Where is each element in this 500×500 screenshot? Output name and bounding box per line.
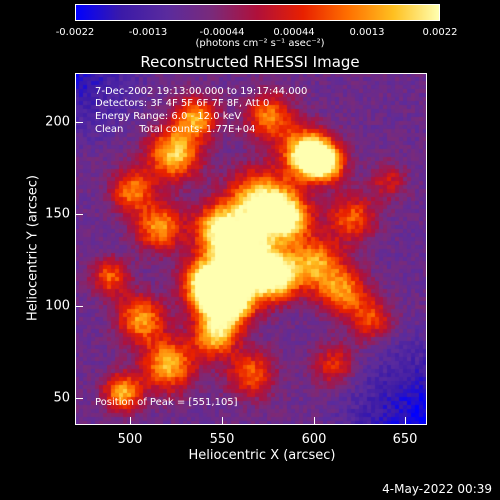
y-tick-mark <box>75 214 83 215</box>
x-tick-mark <box>222 417 223 425</box>
x-tick-label: 500 <box>117 432 143 447</box>
x-tick-mark <box>314 417 315 425</box>
colorbar <box>75 4 440 21</box>
info-detectors: Detectors: 3F 4F 5F 6F 7F 8F, Att 0 <box>95 98 270 109</box>
info-time-range: 7-Dec-2002 19:13:00.000 to 19:17:44.000 <box>95 86 308 97</box>
colorbar-tick: 0.0013 <box>349 27 385 38</box>
image-plot <box>75 73 427 425</box>
colorbar-tick: -0.0013 <box>128 27 168 38</box>
y-tick-label: 200 <box>45 114 70 130</box>
y-axis-label: Heliocentric Y (arcsec) <box>25 175 41 321</box>
info-peak-position: Position of Peak = [551,105] <box>95 397 238 408</box>
page-title: Reconstructed RHESSI Image <box>140 53 360 71</box>
y-tick-label: 150 <box>45 206 70 222</box>
render-timestamp: 4-May-2022 00:39 <box>382 482 492 496</box>
x-axis-label: Heliocentric X (arcsec) <box>188 448 336 463</box>
x-tick-label: 550 <box>209 432 235 447</box>
y-tick-mark <box>75 122 83 123</box>
y-tick-label: 50 <box>53 390 70 406</box>
y-tick-label: 100 <box>45 298 70 314</box>
info-energy-range: Energy Range: 6.0 - 12.0 keV <box>95 111 242 122</box>
y-tick-mark <box>75 306 83 307</box>
x-tick-label: 600 <box>301 432 327 447</box>
info-clean-counts: Clean Total counts: 1.77E+04 <box>95 124 256 135</box>
colorbar-tick: 0.00044 <box>273 27 315 38</box>
colorbar-tick: -0.00044 <box>199 27 245 38</box>
colorbar-tick: 0.0022 <box>422 27 458 38</box>
colorbar-tick: -0.0022 <box>55 27 95 38</box>
x-tick-label: 650 <box>392 432 418 447</box>
y-tick-mark <box>75 398 83 399</box>
colorbar-units: (photons cm⁻² s⁻¹ asec⁻²) <box>195 38 325 49</box>
rhessi-image-map <box>75 73 427 425</box>
x-tick-mark <box>130 417 131 425</box>
x-tick-mark <box>405 417 406 425</box>
